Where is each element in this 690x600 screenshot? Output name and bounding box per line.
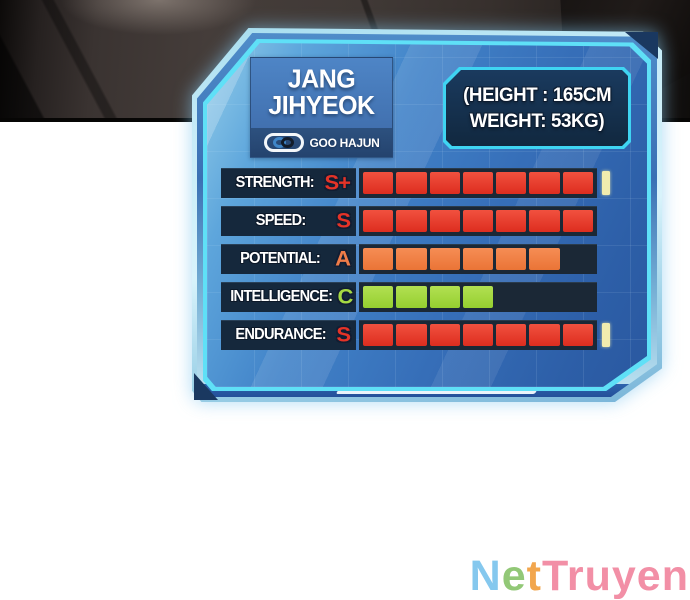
linked-character-strip: GOO HAJUN bbox=[251, 128, 392, 157]
stat-label-box: POTENTIAL: A bbox=[221, 244, 356, 274]
stat-bar-segment-filled bbox=[529, 172, 560, 194]
stat-bar-segment-filled bbox=[529, 210, 560, 232]
stat-bar-segment-filled bbox=[396, 286, 427, 308]
watermark-letter: y bbox=[611, 552, 637, 600]
watermark-letter: e bbox=[636, 552, 662, 600]
stat-bar-segment-filled bbox=[429, 172, 460, 194]
stat-bar-segment-filled bbox=[462, 172, 494, 194]
weight-line: WEIGHT: 53KG) bbox=[469, 110, 605, 132]
stat-bar-segment-filled bbox=[363, 172, 394, 194]
body-info-box-inner: (HEIGHT : 165CM WEIGHT: 53KG) bbox=[446, 70, 628, 146]
character-name-plate: JANG JIHYEOK GOO HAJUN bbox=[250, 57, 393, 158]
stat-bar-segment-filled bbox=[496, 210, 527, 232]
stat-grade: S bbox=[336, 322, 351, 347]
stat-bar-segment-filled bbox=[462, 286, 494, 308]
stat-row-potential: POTENTIAL: A bbox=[221, 244, 597, 274]
stat-label: ENDURANCE: bbox=[235, 326, 326, 343]
chain-ring-right bbox=[281, 137, 294, 148]
stat-bar-track bbox=[359, 206, 597, 236]
chain-link-icon bbox=[263, 133, 304, 152]
linked-character-name: GOO HAJUN bbox=[309, 135, 380, 150]
watermark-letter: T bbox=[541, 552, 567, 600]
stat-bar-track bbox=[359, 320, 597, 350]
stat-bar-segment-filled bbox=[363, 324, 394, 346]
stat-bar-segment-filled bbox=[562, 210, 593, 232]
watermark-letter: t bbox=[526, 552, 542, 600]
stat-bar-segment-empty bbox=[563, 248, 593, 270]
character-name: JANG JIHYEOK bbox=[251, 56, 392, 130]
watermark-letter: r bbox=[566, 552, 585, 600]
watermark-letter: e bbox=[501, 552, 527, 600]
stat-grade: S+ bbox=[324, 170, 351, 195]
stat-bar-segment-filled bbox=[529, 248, 560, 270]
stat-row-speed: SPEED: S bbox=[221, 206, 597, 236]
stat-bar-segment-filled bbox=[429, 248, 460, 270]
watermark-letter: n bbox=[661, 552, 689, 600]
stat-bar-track bbox=[359, 282, 597, 312]
stat-grade: S bbox=[336, 208, 351, 233]
stat-bar-segment-filled bbox=[363, 286, 394, 308]
stat-bar-segment-filled bbox=[429, 324, 460, 346]
stat-row-endurance: ENDURANCE: S bbox=[221, 320, 610, 350]
height-line: (HEIGHT : 165CM bbox=[462, 83, 612, 106]
stat-row-strength: STRENGTH: S+ bbox=[221, 168, 610, 198]
stat-bar-segment-filled bbox=[429, 286, 460, 308]
stat-bar-segment-filled bbox=[363, 248, 394, 270]
stat-bar-segment-filled bbox=[496, 172, 527, 194]
stat-bar-segment-empty bbox=[529, 286, 559, 308]
stat-bar-segment-empty bbox=[563, 286, 593, 308]
stat-grade: C bbox=[337, 284, 353, 309]
stat-bar-track bbox=[359, 244, 597, 274]
stat-bar-segment-filled bbox=[363, 210, 394, 232]
character-name-line1: JANG bbox=[287, 64, 356, 95]
body-info-box: (HEIGHT : 165CM WEIGHT: 53KG) bbox=[443, 67, 631, 149]
site-watermark: NetTruyen bbox=[470, 555, 689, 598]
stat-bar-segment-filled bbox=[396, 172, 427, 194]
stat-label-box: ENDURANCE: S bbox=[221, 320, 356, 350]
stat-bar-segment-filled bbox=[496, 324, 527, 346]
stat-list: STRENGTH: S+ SPEED: S POTENTIAL: A INTELLIGENC… bbox=[221, 168, 611, 358]
stat-label-box: SPEED: S bbox=[221, 206, 356, 236]
stat-bar-segment-filled bbox=[396, 324, 427, 346]
character-name-line2: JIHYEOK bbox=[268, 90, 375, 121]
stat-bar-segment-filled bbox=[462, 324, 494, 346]
stat-bar-end-marker bbox=[602, 171, 610, 195]
stat-label-box: INTELLIGENCE: C bbox=[221, 282, 356, 312]
status-panel: JANG JIHYEOK GOO HAJUN (HEIGHT : 165CM W… bbox=[192, 28, 662, 402]
stat-bar-segment-filled bbox=[462, 210, 494, 232]
stat-bar-segment-filled bbox=[396, 210, 427, 232]
stat-label: POTENTIAL: bbox=[240, 250, 321, 267]
stat-bar-segment-filled bbox=[462, 248, 494, 270]
stat-label: SPEED: bbox=[255, 212, 307, 229]
stat-bar-segment-filled bbox=[529, 324, 560, 346]
stat-label: STRENGTH: bbox=[235, 174, 315, 191]
stat-bar-segment-filled bbox=[496, 248, 527, 270]
stat-bar-segment-filled bbox=[562, 324, 593, 346]
stat-grade: A bbox=[335, 246, 351, 271]
watermark-letter: N bbox=[469, 552, 502, 600]
watermark-letter: u bbox=[584, 552, 612, 600]
stat-bar-end-marker bbox=[602, 323, 610, 347]
stat-bar-segment-filled bbox=[429, 210, 460, 232]
stat-label: INTELLIGENCE: bbox=[230, 288, 333, 305]
stat-label-box: STRENGTH: S+ bbox=[221, 168, 356, 198]
stat-bar-segment-filled bbox=[562, 172, 593, 194]
stat-row-intelligence: INTELLIGENCE: C bbox=[221, 282, 597, 312]
stat-bar-track bbox=[359, 168, 597, 198]
stat-bar-segment-empty bbox=[496, 286, 526, 308]
stat-bar-segment-filled bbox=[396, 248, 427, 270]
